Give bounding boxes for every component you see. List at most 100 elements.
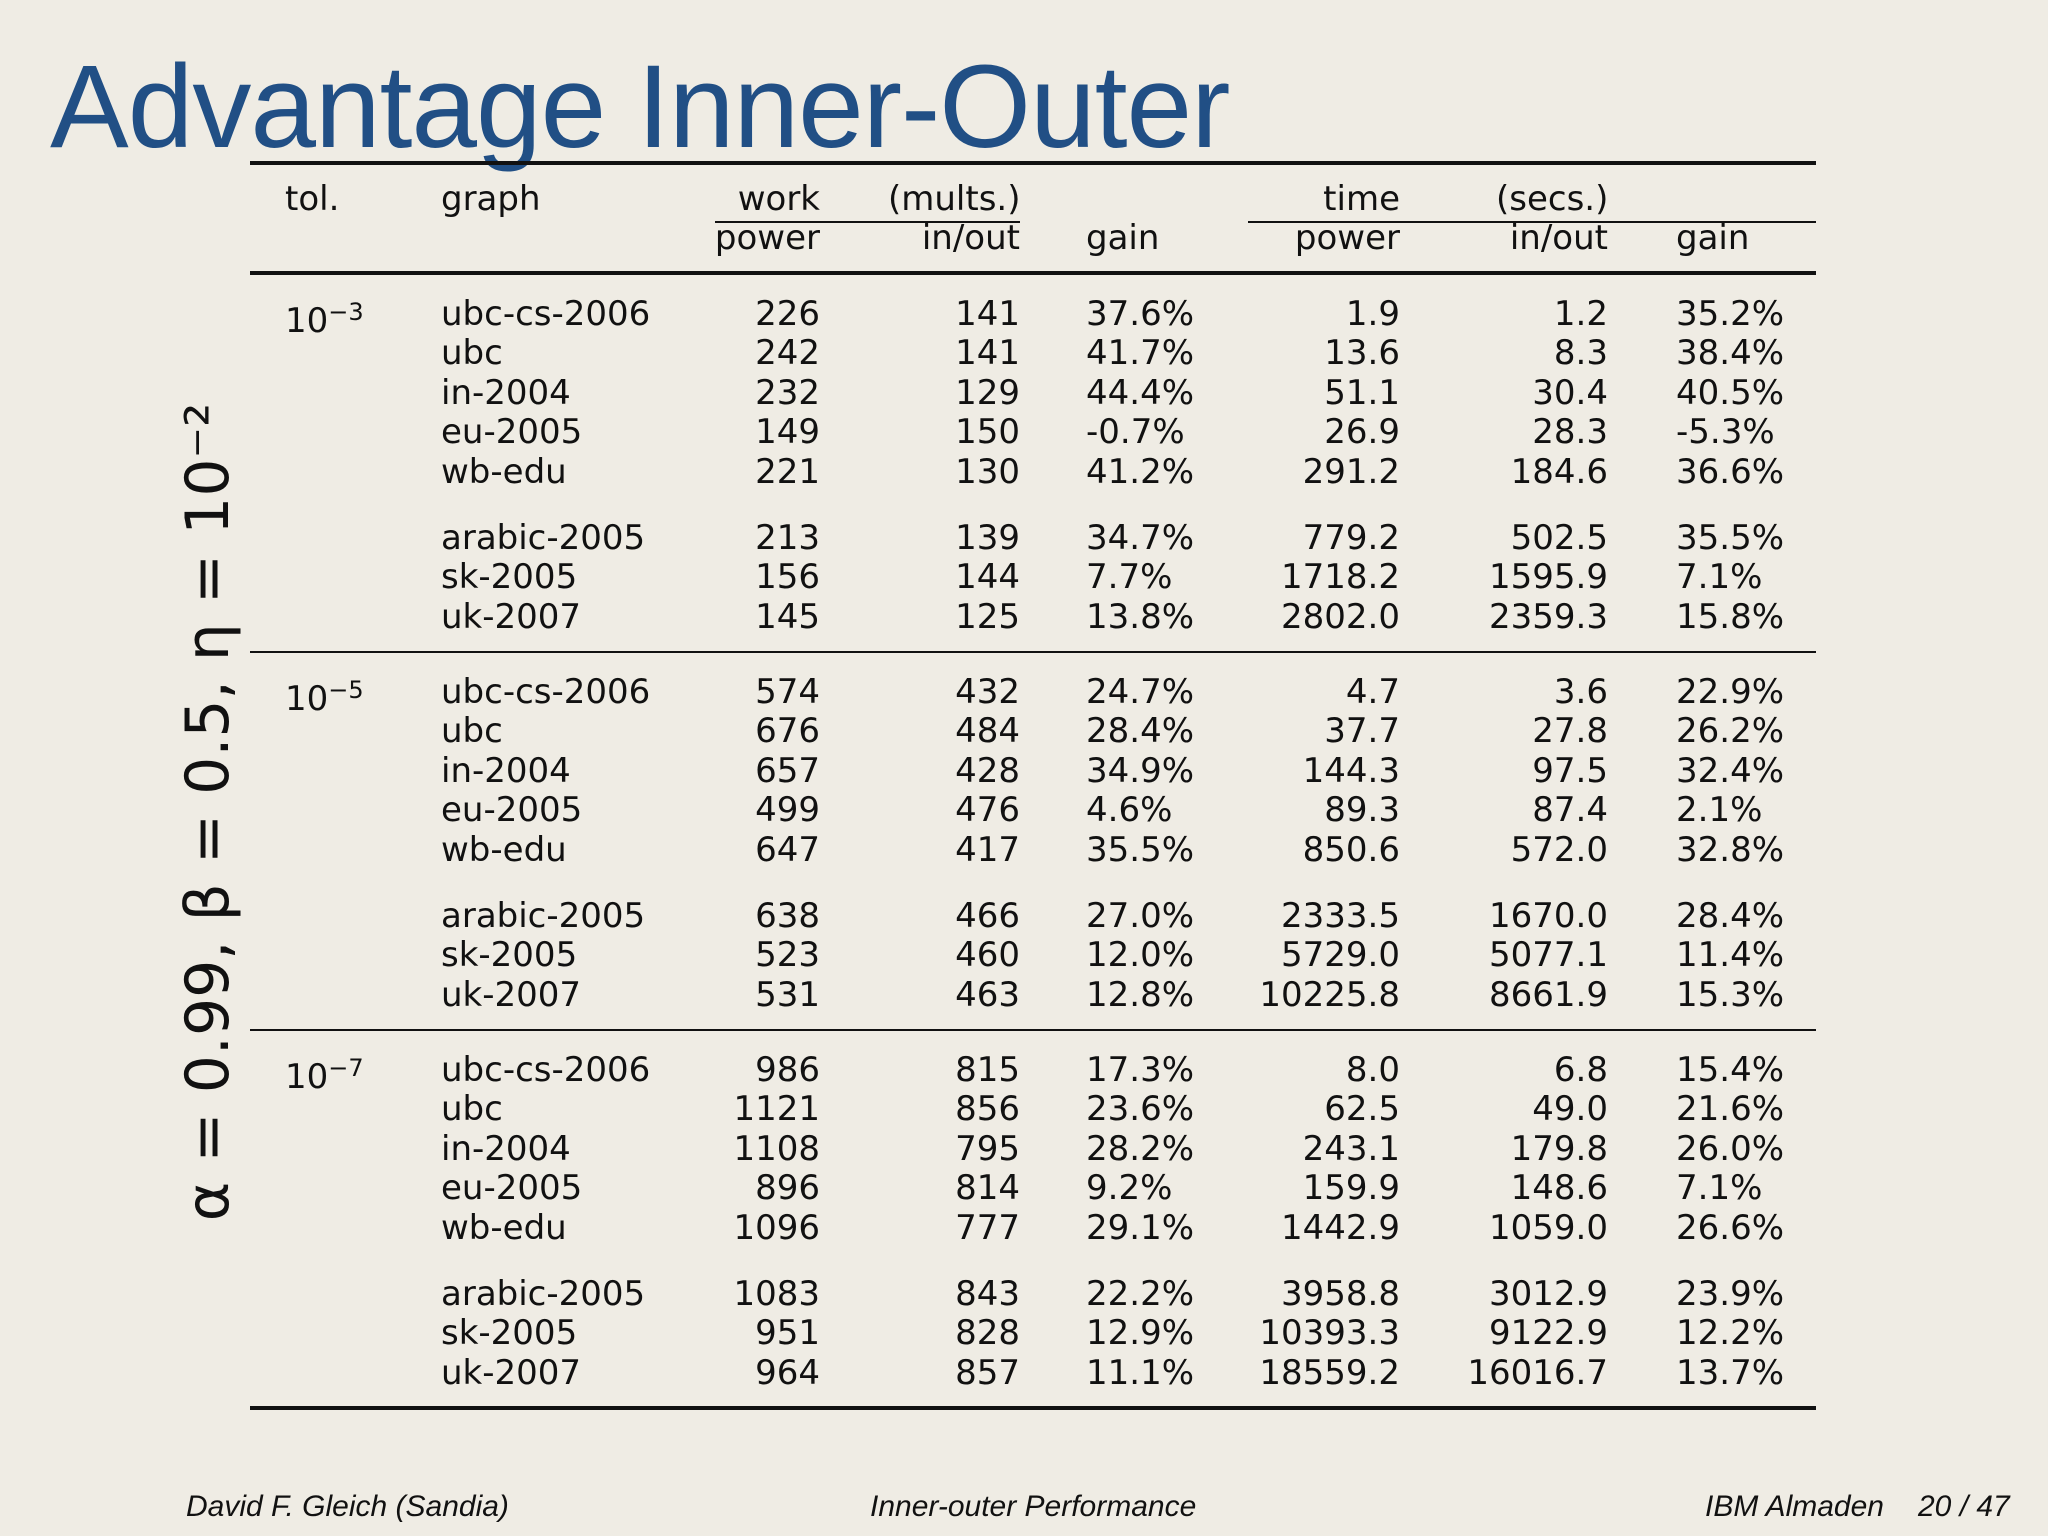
cell-work-inout: 130	[955, 451, 1020, 492]
cell-work-inout: 777	[955, 1207, 1020, 1248]
cell-time-inout: 16016.7	[1467, 1352, 1608, 1393]
table-top-rule	[250, 161, 1816, 165]
cell-work-power: 221	[755, 451, 820, 492]
cell-time-inout: 28.3	[1532, 412, 1608, 453]
group-separator-rule	[250, 1029, 1816, 1031]
cell-time-power: 51.1	[1324, 372, 1400, 413]
cell-work-power: 951	[755, 1313, 820, 1354]
cell-work-inout: 428	[955, 750, 1020, 791]
cell-time-inout: 3012.9	[1489, 1274, 1608, 1314]
cell-graph-name: ubc-cs-2006	[441, 294, 651, 334]
cell-work-inout: 795	[955, 1128, 1020, 1169]
cell-work-gain: 28.4%	[1086, 711, 1195, 752]
cell-time-power: 10225.8	[1259, 974, 1400, 1015]
cell-work-inout: 141	[955, 333, 1020, 374]
time-subheader-rule	[1248, 221, 1816, 223]
cell-time-inout: 97.5	[1532, 750, 1608, 791]
cell-time-gain: 22.9%	[1676, 672, 1785, 712]
cell-work-gain: 24.7%	[1086, 672, 1195, 712]
cell-graph-name: sk-2005	[441, 1313, 578, 1354]
cell-time-power: 13.6	[1324, 333, 1400, 374]
cell-time-gain: 11.4%	[1676, 935, 1785, 976]
cell-time-power: 10393.3	[1259, 1313, 1400, 1354]
cell-time-gain: 15.3%	[1676, 974, 1785, 1015]
cell-graph-name: in-2004	[441, 1128, 571, 1169]
cell-graph-name: sk-2005	[441, 557, 578, 598]
cell-time-gain: 26.0%	[1676, 1128, 1785, 1169]
cell-time-gain: 15.8%	[1676, 596, 1785, 637]
table-bottom-rule	[250, 1406, 1816, 1410]
cell-time-gain: 35.5%	[1676, 518, 1785, 558]
cell-work-gain: 41.7%	[1086, 333, 1195, 374]
cell-work-gain: 22.2%	[1086, 1274, 1195, 1314]
footer-venue: IBM Almaden	[1705, 1490, 1884, 1523]
header-time-inout: in/out	[1509, 218, 1608, 258]
cell-time-inout: 27.8	[1532, 711, 1608, 752]
cell-graph-name: ubc	[441, 333, 503, 374]
cell-work-gain: 7.7%	[1086, 557, 1173, 598]
cell-work-inout: 432	[955, 672, 1020, 712]
cell-graph-name: arabic-2005	[441, 1274, 646, 1314]
cell-graph-name: ubc	[441, 711, 503, 752]
cell-work-inout: 139	[955, 518, 1020, 558]
cell-time-inout: 3.6	[1553, 672, 1608, 712]
tolerance-exponent: −7	[328, 1054, 364, 1082]
cell-time-gain: 32.4%	[1676, 750, 1785, 791]
cell-work-inout: 141	[955, 294, 1020, 334]
cell-time-inout: 1670.0	[1489, 896, 1608, 936]
footer-talk-title: Inner-outer Performance	[870, 1490, 1197, 1523]
cell-graph-name: uk-2007	[441, 1352, 582, 1393]
cell-work-power: 523	[755, 935, 820, 976]
cell-work-inout: 484	[955, 711, 1020, 752]
cell-time-power: 1718.2	[1281, 557, 1400, 598]
cell-work-power: 232	[755, 372, 820, 413]
cell-time-inout: 1595.9	[1489, 557, 1608, 598]
header-bottom-rule	[250, 271, 1816, 275]
cell-time-gain: 15.4%	[1676, 1050, 1785, 1090]
cell-work-power: 226	[755, 294, 820, 334]
cell-time-inout: 1059.0	[1489, 1207, 1608, 1248]
cell-time-inout: 8.3	[1553, 333, 1608, 374]
cell-work-inout: 417	[955, 829, 1020, 870]
header-work: work	[737, 179, 820, 219]
cell-work-gain: 41.2%	[1086, 451, 1195, 492]
cell-time-power: 243.1	[1302, 1128, 1400, 1169]
cell-work-inout: 814	[955, 1168, 1020, 1209]
cell-time-inout: 8661.9	[1489, 974, 1608, 1015]
tolerance-label: 10−5	[285, 670, 415, 719]
header-time-gain: gain	[1676, 218, 1750, 258]
cell-time-inout: 2359.3	[1489, 596, 1608, 637]
cell-time-gain: 35.2%	[1676, 294, 1785, 334]
cell-time-power: 18559.2	[1259, 1352, 1400, 1393]
cell-time-inout: 184.6	[1510, 451, 1608, 492]
cell-graph-name: uk-2007	[441, 596, 582, 637]
cell-time-gain: 7.1%	[1676, 1168, 1763, 1209]
cell-work-inout: 466	[955, 896, 1020, 936]
cell-work-power: 213	[755, 518, 820, 558]
cell-graph-name: eu-2005	[441, 1168, 583, 1209]
cell-work-gain: 12.8%	[1086, 974, 1195, 1015]
cell-time-gain: 7.1%	[1676, 557, 1763, 598]
cell-graph-name: ubc-cs-2006	[441, 1050, 651, 1090]
cell-work-inout: 150	[955, 412, 1020, 453]
tolerance-exponent: −3	[328, 298, 364, 326]
cell-time-gain: 40.5%	[1676, 372, 1785, 413]
cell-work-power: 1083	[733, 1274, 820, 1314]
cell-graph-name: in-2004	[441, 372, 571, 413]
cell-work-power: 647	[755, 829, 820, 870]
cell-graph-name: sk-2005	[441, 935, 578, 976]
cell-graph-name: eu-2005	[441, 790, 583, 831]
cell-time-inout: 49.0	[1532, 1089, 1608, 1130]
cell-time-gain: 28.4%	[1676, 896, 1785, 936]
cell-work-power: 574	[755, 672, 820, 712]
cell-work-power: 964	[755, 1352, 820, 1393]
header-time-power: power	[1294, 218, 1400, 258]
cell-work-power: 896	[755, 1168, 820, 1209]
cell-work-gain: 4.6%	[1086, 790, 1173, 831]
cell-work-power: 1096	[733, 1207, 820, 1248]
cell-time-inout: 9122.9	[1489, 1313, 1608, 1354]
cell-work-power: 986	[755, 1050, 820, 1090]
cell-time-power: 4.7	[1345, 672, 1400, 712]
cell-time-inout: 179.8	[1510, 1128, 1608, 1169]
cell-work-gain: 27.0%	[1086, 896, 1195, 936]
